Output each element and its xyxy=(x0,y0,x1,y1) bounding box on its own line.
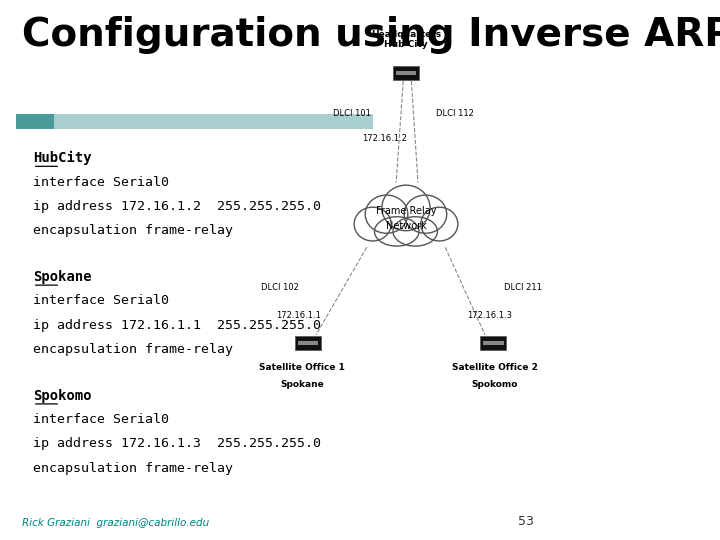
Bar xyxy=(297,341,318,345)
Bar xyxy=(17,114,55,129)
Ellipse shape xyxy=(354,207,391,241)
Text: 172.16.1.3: 172.16.1.3 xyxy=(467,310,512,320)
Text: Spokane: Spokane xyxy=(281,380,324,389)
Text: 172.16.1.2: 172.16.1.2 xyxy=(361,134,407,143)
Text: 53: 53 xyxy=(518,515,534,528)
Text: Satellite Office 2: Satellite Office 2 xyxy=(452,363,538,372)
Text: Spokomo: Spokomo xyxy=(472,380,518,389)
Bar xyxy=(393,66,419,80)
Text: Rick Graziani  graziani@cabrillo.edu: Rick Graziani graziani@cabrillo.edu xyxy=(22,518,209,528)
Ellipse shape xyxy=(382,185,430,231)
Text: Satellite Office 1: Satellite Office 1 xyxy=(259,363,346,372)
Text: interface Serial0: interface Serial0 xyxy=(32,294,168,307)
Ellipse shape xyxy=(404,195,446,233)
Text: ip address 172.16.1.1  255.255.255.0: ip address 172.16.1.1 255.255.255.0 xyxy=(32,319,320,332)
Bar xyxy=(483,341,503,345)
Text: Configuration using Inverse ARP: Configuration using Inverse ARP xyxy=(22,16,720,54)
Text: ip address 172.16.1.3  255.255.255.0: ip address 172.16.1.3 255.255.255.0 xyxy=(32,437,320,450)
Text: Spokane: Spokane xyxy=(32,270,91,284)
Text: interface Serial0: interface Serial0 xyxy=(32,176,168,188)
Bar xyxy=(395,71,416,75)
Text: encapsulation frame-relay: encapsulation frame-relay xyxy=(32,462,233,475)
Bar xyxy=(294,336,321,350)
Text: DLCI 112: DLCI 112 xyxy=(436,109,474,118)
Ellipse shape xyxy=(420,207,458,241)
Text: encapsulation frame-relay: encapsulation frame-relay xyxy=(32,224,233,237)
Text: Hub City: Hub City xyxy=(384,40,428,49)
Text: Network: Network xyxy=(386,221,426,231)
Text: Headquarters: Headquarters xyxy=(371,30,441,39)
Text: ip address 172.16.1.2  255.255.255.0: ip address 172.16.1.2 255.255.255.0 xyxy=(32,200,320,213)
Text: DLCI 101: DLCI 101 xyxy=(333,109,370,118)
Text: Frame Relay: Frame Relay xyxy=(376,206,436,215)
Bar xyxy=(480,336,506,350)
Text: encapsulation frame-relay: encapsulation frame-relay xyxy=(32,343,233,356)
Ellipse shape xyxy=(374,217,419,246)
Text: DLCI 102: DLCI 102 xyxy=(261,282,299,292)
Ellipse shape xyxy=(365,195,408,233)
Text: HubCity: HubCity xyxy=(32,151,91,165)
Text: Spokomo: Spokomo xyxy=(32,389,91,403)
Text: 172.16.1.1: 172.16.1.1 xyxy=(276,310,321,320)
Text: DLCI 211: DLCI 211 xyxy=(504,282,542,292)
Bar xyxy=(55,114,373,129)
Text: interface Serial0: interface Serial0 xyxy=(32,413,168,426)
Ellipse shape xyxy=(393,217,438,246)
